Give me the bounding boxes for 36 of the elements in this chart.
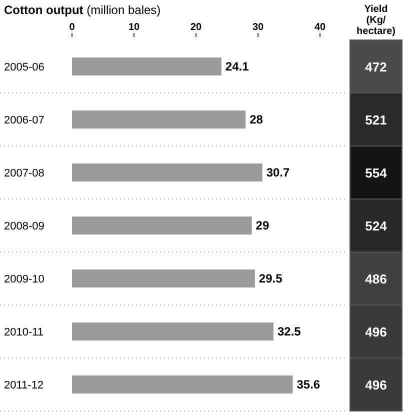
data-label: 24.1	[225, 60, 250, 74]
chart-subtitle: (million bales)	[83, 3, 161, 17]
y-tick-label: 2005-06	[4, 62, 44, 74]
x-tick-label: 10	[128, 22, 140, 33]
bar	[72, 110, 246, 128]
bar	[72, 58, 222, 76]
data-label: 524	[365, 218, 388, 234]
x-tick-label: 0	[69, 22, 76, 33]
bar	[72, 270, 255, 288]
data-label: 29	[256, 218, 270, 232]
chart-title: Cotton output	[4, 3, 84, 17]
data-label: 32.5	[278, 324, 302, 338]
data-label: 486	[365, 272, 387, 286]
bar	[72, 376, 293, 394]
data-label: 496	[365, 378, 387, 392]
bar	[72, 164, 262, 182]
x-tick-label: 20	[190, 22, 202, 33]
bar	[72, 322, 274, 340]
x-tick-label: 40	[314, 22, 326, 33]
bar	[72, 216, 252, 234]
data-label: 472	[365, 60, 387, 74]
data-label: 30.7	[266, 166, 290, 180]
data-label: 29.5	[258, 272, 283, 286]
y-tick-label: 2009-10	[4, 274, 44, 286]
data-label: 521	[365, 112, 387, 128]
data-label: 35.6	[296, 378, 320, 392]
y-tick-label: 2010-11	[4, 326, 44, 338]
y-tick-label: 2011-12	[4, 380, 44, 392]
y-tick-label: 2006-07	[4, 114, 44, 126]
y-tick-label: 2007-08	[4, 168, 44, 180]
x-tick-label: Yield (Kg/ hectare)	[356, 4, 396, 37]
y-tick-label: 2008-09	[4, 220, 44, 232]
data-label: 28	[250, 112, 264, 126]
data-label: 554	[365, 166, 388, 180]
x-tick-label: 30	[252, 22, 264, 33]
data-label: 496	[365, 324, 387, 340]
